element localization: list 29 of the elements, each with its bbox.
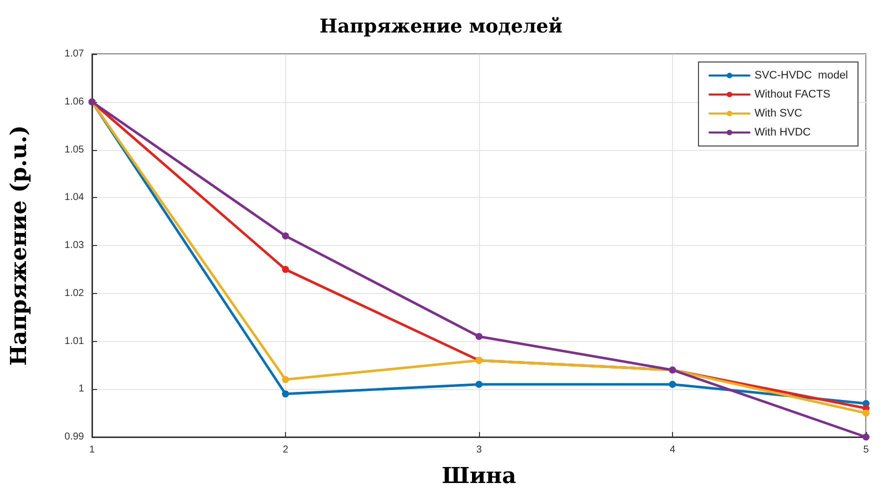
y-tick-label: 1.05 — [64, 144, 84, 156]
x-tick-label: 2 — [282, 444, 289, 456]
x-tick-label: 3 — [476, 444, 482, 456]
x-axis-title: Шина — [442, 463, 516, 489]
y-tick-label: 1.03 — [64, 240, 84, 251]
y-tick-label: 1.02 — [64, 288, 84, 299]
y-tick-label: 1.01 — [64, 336, 84, 347]
point — [669, 380, 676, 388]
x-tick-label: 1 — [89, 444, 96, 456]
legend-label: With HVDC — [754, 126, 811, 138]
y-tick-label: 0.99 — [64, 432, 84, 442]
point — [282, 376, 289, 384]
point — [862, 410, 870, 417]
y-axis-title: Напряжение (p.u.) — [6, 125, 32, 366]
point — [476, 332, 482, 340]
legend-label: With SVC — [754, 108, 802, 120]
legend-label: Without FACTS — [754, 88, 830, 100]
y-tick-label: 1.06 — [64, 96, 84, 108]
point — [476, 380, 482, 388]
point — [282, 266, 289, 273]
y-tick-label: 1.07 — [64, 48, 84, 60]
chart-title: Напряжение моделей — [320, 16, 562, 38]
y-tick-label: 1.04 — [64, 192, 84, 204]
point — [282, 390, 289, 398]
y-tick-label: 1 — [78, 384, 84, 395]
x-tick-label: 5 — [863, 444, 870, 456]
x-tick-label: 4 — [670, 444, 676, 456]
point — [282, 232, 289, 240]
legend-label: SVC-HVDC model — [754, 70, 848, 82]
